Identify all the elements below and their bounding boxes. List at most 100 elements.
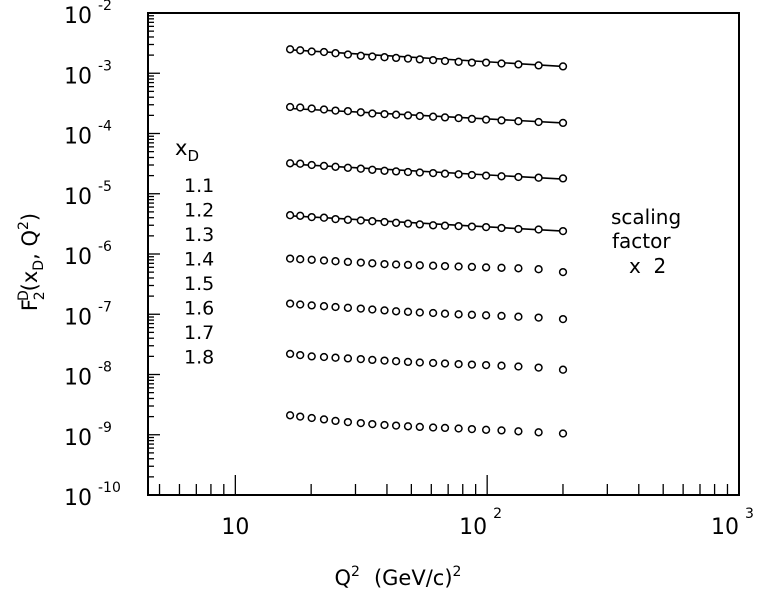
data-point [428,168,438,178]
data-point [454,57,463,66]
data-point [467,310,477,319]
data-point [454,359,463,369]
data-point [368,355,377,365]
series-6 [285,299,568,324]
data-point [319,352,329,362]
data-point [380,306,389,315]
data-point [285,211,295,220]
data-point [391,260,401,269]
legend-value: 1.2 [184,200,214,222]
data-point [285,159,295,168]
data-point [380,166,389,175]
legend-value: 1.8 [184,347,214,369]
data-point [403,54,413,63]
data-point [467,114,477,124]
data-point [558,174,568,183]
legend-value: 1.4 [184,249,214,271]
data-point [415,261,424,270]
data-point [343,257,353,267]
y-tick-exponent: -7 [98,299,112,315]
data-point [415,358,424,367]
data-point [343,106,353,116]
data-point [391,357,401,366]
data-point [514,172,523,182]
data-point [534,313,543,322]
data-point [428,308,438,318]
data-point [307,301,316,310]
data-point [440,261,450,271]
data-point [331,416,340,426]
data-point [428,358,438,368]
data-point [403,260,413,270]
data-point [356,108,365,117]
series-8 [285,411,568,438]
data-point [285,102,295,112]
y-tick-label: 10 [64,305,92,330]
data-point [481,58,491,67]
data-point [514,224,523,234]
annotation-line-1: scaling [611,205,681,229]
data-point [415,168,424,177]
data-point [454,113,463,123]
data-point [356,418,365,428]
data-point [356,164,365,173]
data-point [380,259,389,269]
y-axis: 10 -2 10 -3 10 -4 10 -5 10 -6 10 -7 10 -8 10 -9 10 -10 [64,0,160,511]
legend-title: xD [175,136,199,165]
data-point [296,159,305,168]
data-point [368,217,377,226]
data-point [454,424,463,433]
data-point [481,311,491,320]
data-point [558,314,568,324]
legend-value: 1.5 [184,273,214,295]
data-point [319,213,329,222]
y-tick-label: 10 [64,426,92,451]
data-point [307,352,316,361]
data-point [428,261,438,270]
data-point [534,428,543,437]
legend: xD 1.1 1.21.3 1.41.5 1.61.7 1.8 [175,136,214,369]
series-4 [285,211,568,236]
series-layer [285,45,568,438]
y-tick-exponent: -6 [98,239,112,255]
data-point [534,117,543,127]
data-point [440,359,450,368]
y-tick-label: 10 [64,125,92,150]
data-point [514,117,523,126]
x-tick-label: 10 [221,515,249,540]
data-point [391,421,401,430]
data-point [403,357,413,367]
y-tick-label: 10 [64,486,92,511]
series-7 [285,349,568,374]
data-point [343,303,353,312]
data-point [467,58,477,67]
data-point [497,361,506,370]
data-point [391,218,401,227]
data-point [534,61,543,70]
data-point [497,263,506,272]
data-point [331,257,340,266]
legend-values: 1.1 1.21.3 1.41.5 1.61.7 1.8 [184,175,214,369]
data-point [391,307,401,316]
data-point [380,356,389,365]
y-axis-title: FD2(xD, Q2) [16,213,48,311]
data-point [356,258,365,267]
data-point [454,262,463,271]
x-tick-label: 10 [459,515,487,540]
data-point [454,221,463,231]
data-point [391,53,401,63]
legend-value: 1.3 [184,224,214,246]
data-point [558,429,568,438]
data-point [514,427,523,436]
data-point [403,111,413,120]
data-point [368,419,377,429]
data-point [428,423,438,432]
data-point [497,172,506,181]
data-point [497,59,506,68]
data-point [307,413,316,423]
data-point [356,51,365,60]
data-point [296,350,305,360]
data-point [558,365,568,374]
data-point [534,265,543,274]
data-point [467,262,477,272]
